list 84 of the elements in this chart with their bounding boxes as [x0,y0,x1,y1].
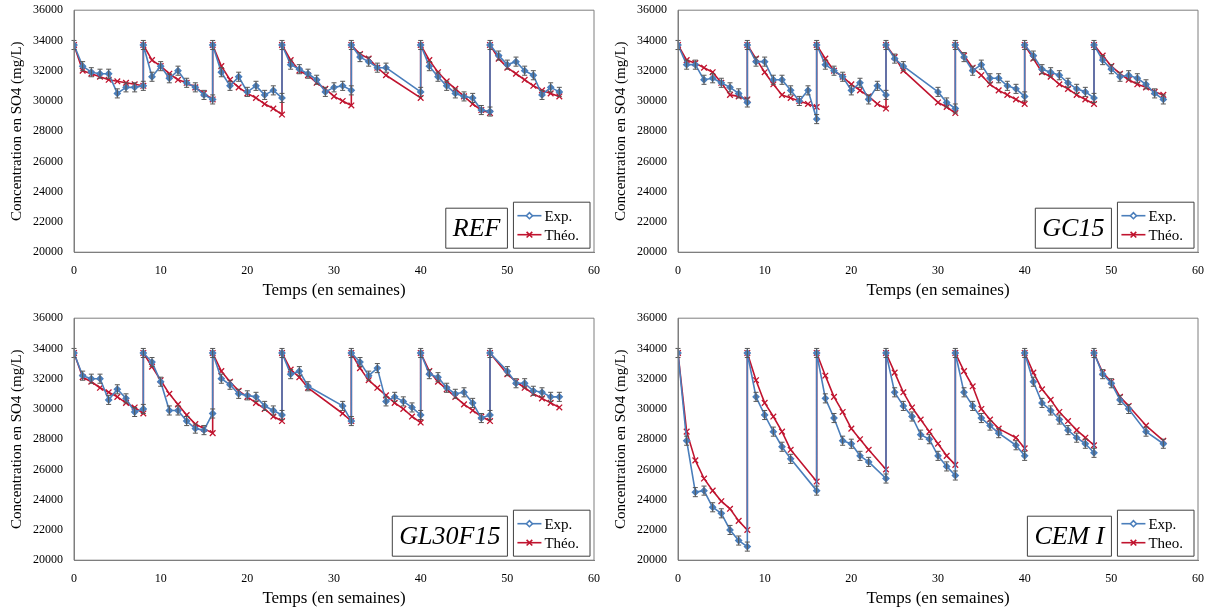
y-tick-label: 32000 [33,370,63,385]
x-tick-label: 30 [328,262,340,277]
y-tick-label: 20000 [33,244,63,259]
x-tick-label: 20 [241,570,254,585]
x-tick-label: 50 [1105,570,1118,585]
y-tick-label: 24000 [33,183,63,198]
y-tick-label: 26000 [33,461,63,476]
x-tick-label: 60 [588,570,600,585]
y-tick-label: 20000 [637,552,667,567]
y-axis-title: Concentration en SO4 (mg/L) [611,349,629,529]
y-tick-label: 22000 [637,214,667,229]
legend-label: Théo. [1148,226,1184,243]
x-axis-title: Temps (en semaines) [262,280,406,300]
x-tick-label: 20 [845,570,858,585]
x-axis-title: Temps (en semaines) [866,588,1010,608]
y-tick-label: 30000 [637,93,667,108]
x-axis-title: Temps (en semaines) [262,588,406,608]
x-tick-label: 10 [758,262,771,277]
y-tick-label: 26000 [33,153,63,168]
y-tick-label: 34000 [637,32,667,47]
annotation: CEM I [1034,521,1106,551]
y-tick-label: 26000 [637,461,667,476]
annotation: GL30F15 [399,521,501,551]
legend-label: Théo. [544,226,580,243]
legend-label: Exp. [544,207,573,224]
x-tick-label: 20 [845,262,858,277]
x-tick-label: 10 [154,262,167,277]
x-tick-label: 40 [414,570,427,585]
x-axis-title: Temps (en semaines) [866,280,1010,300]
x-tick-label: 40 [1018,570,1031,585]
x-tick-label: 50 [501,262,514,277]
x-tick-label: 10 [154,570,167,585]
x-tick-label: 60 [588,262,600,277]
y-tick-label: 28000 [33,123,63,138]
y-tick-label: 28000 [33,431,63,446]
y-tick-label: 22000 [637,522,667,537]
y-axis-title: Concentration en SO4 (mg/L) [7,41,25,221]
y-tick-label: 22000 [33,522,63,537]
x-tick-label: 60 [1192,262,1204,277]
y-tick-label: 34000 [33,32,63,47]
y-tick-label: 22000 [33,214,63,229]
y-tick-label: 34000 [637,340,667,355]
x-tick-label: 0 [675,570,681,585]
y-tick-label: 20000 [33,552,63,567]
x-tick-label: 60 [1192,570,1204,585]
y-tick-label: 24000 [33,491,63,506]
x-tick-label: 10 [758,570,771,585]
x-tick-label: 0 [675,262,681,277]
annotation: REF [451,213,502,243]
legend-label: Exp. [1148,207,1177,224]
legend-label: Theo. [1148,534,1184,551]
y-tick-label: 36000 [33,2,63,17]
x-tick-label: 20 [241,262,254,277]
x-tick-label: 0 [71,570,77,585]
y-tick-label: 32000 [637,62,667,77]
x-tick-label: 30 [932,262,944,277]
x-tick-label: 50 [501,570,514,585]
x-tick-label: 50 [1105,262,1118,277]
y-tick-label: 34000 [33,340,63,355]
legend-label: Exp. [544,515,573,532]
y-tick-label: 36000 [637,2,667,17]
y-tick-label: 30000 [637,401,667,416]
x-tick-label: 40 [414,262,427,277]
y-tick-label: 24000 [637,491,667,506]
y-tick-label: 28000 [637,431,667,446]
legend-label: Exp. [1148,515,1177,532]
y-tick-label: 28000 [637,123,667,138]
y-tick-label: 30000 [33,93,63,108]
y-tick-label: 24000 [637,183,667,198]
y-tick-label: 32000 [637,370,667,385]
x-tick-label: 30 [328,570,340,585]
legend-label: Théo. [544,534,580,551]
y-tick-label: 36000 [637,310,667,325]
y-axis-title: Concentration en SO4 (mg/L) [7,349,25,529]
annotation: GC15 [1042,213,1105,243]
x-tick-label: 30 [932,570,944,585]
y-tick-label: 20000 [637,244,667,259]
x-tick-label: 40 [1018,262,1031,277]
y-axis-title: Concentration en SO4 (mg/L) [611,41,629,221]
y-tick-label: 26000 [637,153,667,168]
y-tick-label: 32000 [33,62,63,77]
x-tick-label: 0 [71,262,77,277]
y-tick-label: 30000 [33,401,63,416]
y-tick-label: 36000 [33,310,63,325]
